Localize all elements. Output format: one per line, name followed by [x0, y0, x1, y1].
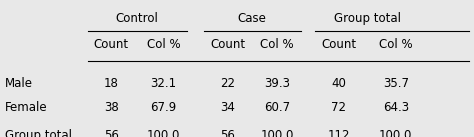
Text: 100.0: 100.0 — [147, 129, 180, 137]
Text: 72: 72 — [331, 101, 346, 114]
Text: 32.1: 32.1 — [150, 77, 177, 90]
Text: 56: 56 — [104, 129, 119, 137]
Text: 67.9: 67.9 — [150, 101, 177, 114]
Text: Col %: Col % — [261, 38, 294, 51]
Text: Group total: Group total — [5, 129, 72, 137]
Text: Female: Female — [5, 101, 47, 114]
Text: Control: Control — [115, 12, 158, 25]
Text: Group total: Group total — [334, 12, 401, 25]
Text: 22: 22 — [220, 77, 235, 90]
Text: 38: 38 — [104, 101, 119, 114]
Text: 18: 18 — [104, 77, 119, 90]
Text: Col %: Col % — [379, 38, 412, 51]
Text: 112: 112 — [328, 129, 350, 137]
Text: 100.0: 100.0 — [379, 129, 412, 137]
Text: 56: 56 — [220, 129, 235, 137]
Text: 60.7: 60.7 — [264, 101, 291, 114]
Text: 64.3: 64.3 — [383, 101, 409, 114]
Text: Male: Male — [5, 77, 33, 90]
Text: 34: 34 — [220, 101, 235, 114]
Text: 39.3: 39.3 — [264, 77, 290, 90]
Text: 35.7: 35.7 — [383, 77, 409, 90]
Text: Case: Case — [238, 12, 266, 25]
Text: Count: Count — [210, 38, 245, 51]
Text: 100.0: 100.0 — [261, 129, 294, 137]
Text: Col %: Col % — [147, 38, 180, 51]
Text: Count: Count — [94, 38, 129, 51]
Text: 40: 40 — [331, 77, 346, 90]
Text: Count: Count — [321, 38, 356, 51]
